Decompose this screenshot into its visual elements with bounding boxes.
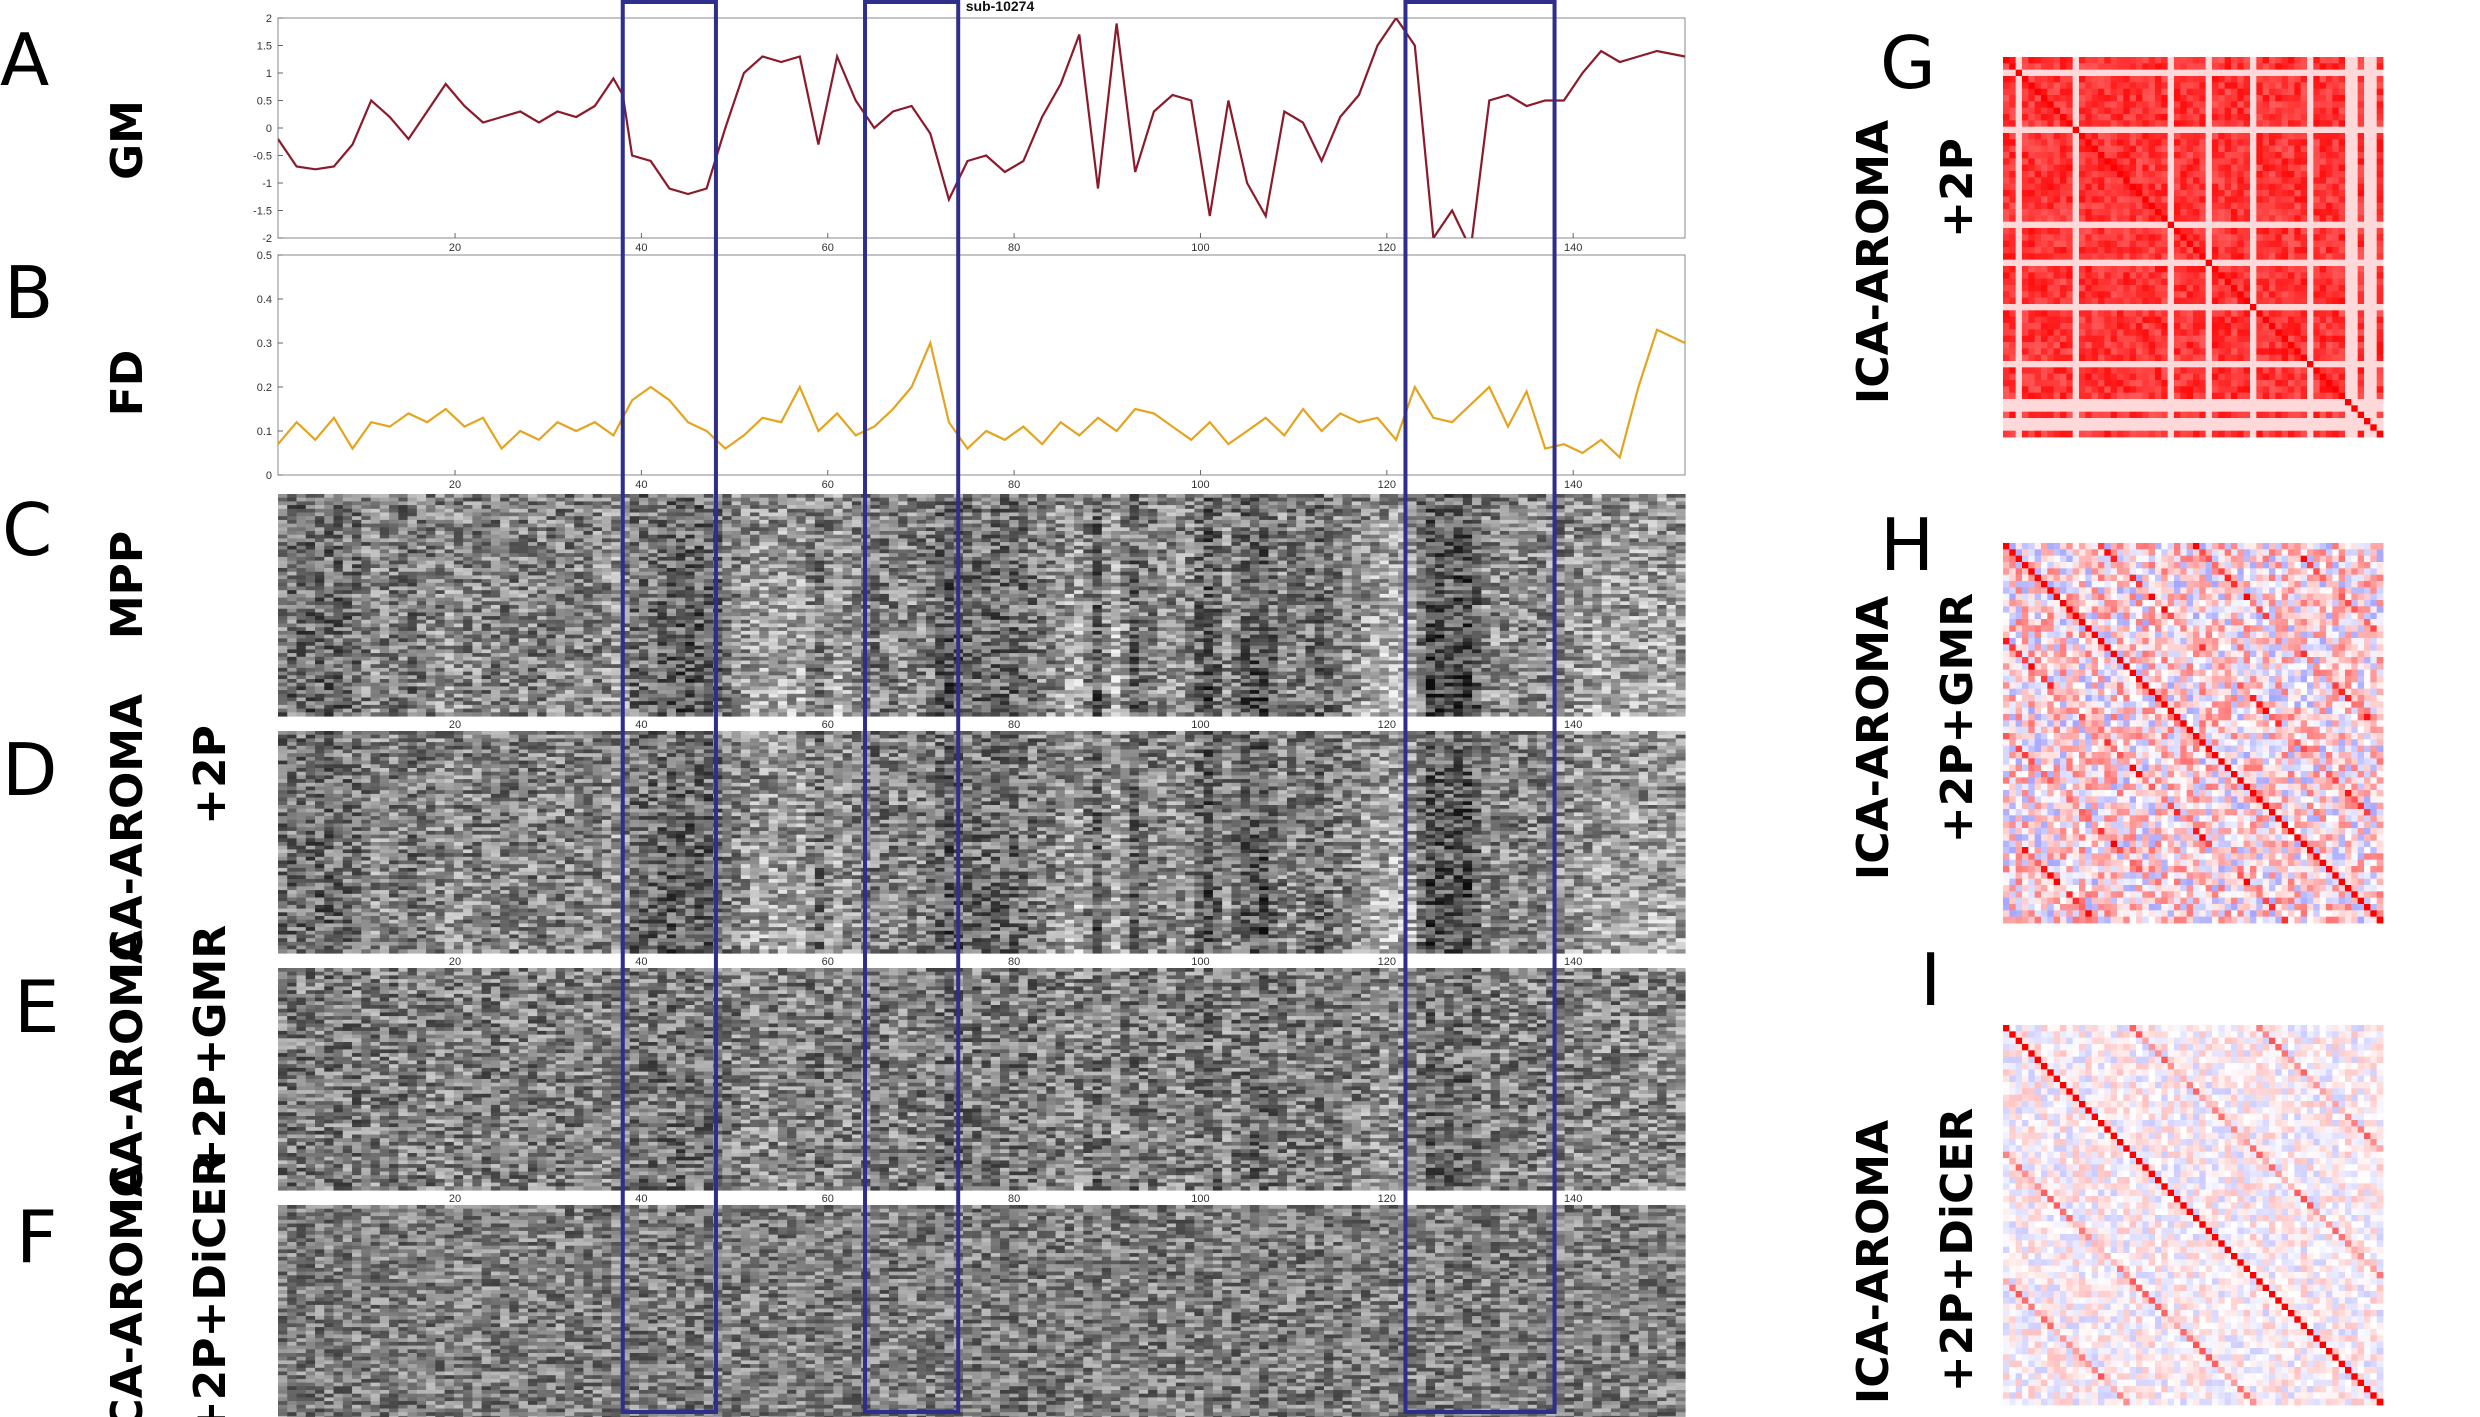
panel-letter-a: A (0, 18, 49, 102)
i-2p-dicer-label: +2P+DiCER (1932, 1108, 1983, 1392)
gm-ytick-label-5: 0.5 (257, 96, 272, 108)
gm-ytick-label-7: 1.5 (257, 41, 272, 53)
panel-letter-i: I (1920, 938, 1941, 1022)
panel-letter-f: F (16, 1195, 57, 1279)
fd-xtick-label-40: 40 (635, 479, 647, 491)
fd-xtick-label-80: 80 (1008, 479, 1020, 491)
gm-ytick-label-2: -1 (262, 178, 272, 190)
carpet-c-xtick-label-60: 60 (822, 719, 834, 731)
fd-xtick-label-140: 140 (1564, 479, 1582, 491)
panel-letter-c: C (2, 488, 52, 572)
gm-xtick-label-120: 120 (1378, 242, 1396, 254)
gm-xtick-label-80: 80 (1008, 242, 1020, 254)
fd-xtick-label-20: 20 (449, 479, 461, 491)
panel-letter-e: E (14, 965, 60, 1049)
subject-title: sub-10274 (966, 0, 1035, 14)
fd-xtick-label-60: 60 (822, 479, 834, 491)
h-2p-gmr-label: +2P+GMR (1932, 593, 1983, 843)
carpet-d-xtick-label-120: 120 (1378, 956, 1396, 968)
carpet-plot-e: 20 40 60 80 100 120 140 (278, 968, 1686, 1205)
carpet-e-xtick-label-100: 100 (1191, 1193, 1209, 1205)
carpet-c-xtick-label-140: 140 (1564, 719, 1582, 731)
fd-ytick-label-4: 0.4 (257, 294, 272, 306)
gm-xtick-label-20: 20 (449, 242, 461, 254)
gm-xtick-label-60: 60 (822, 242, 834, 254)
carpet-e-xtick-label-60: 60 (822, 1193, 834, 1205)
gm-ytick-label-1: -1.5 (253, 206, 272, 218)
carpet-plots: 20 40 60 80 100 120 140 20 40 60 80 100 120 140 20 40 60… (278, 494, 1686, 1417)
fd-plot-frame (278, 255, 1685, 475)
gm-ytick-label-0: -2 (262, 233, 272, 245)
gm-ytick-label-6: 1 (266, 68, 272, 80)
f-aroma-label: ICA-AROMA (102, 1163, 153, 1417)
carpet-c-xtick-label-100: 100 (1191, 719, 1209, 731)
fd-ytick-label-2: 0.2 (257, 382, 272, 394)
carpet-plot-d: 20 40 60 80 100 120 140 (278, 731, 1686, 968)
f-2p-dicer-label: +2P+DiCER (185, 1153, 236, 1417)
fd-label: FD (102, 350, 153, 417)
gm-ytick-label-8: 2 (266, 13, 272, 25)
carpet-e-xtick-label-140: 140 (1564, 1193, 1582, 1205)
panel-letter-h: H (1880, 503, 1934, 587)
g-2p-label: +2P (1932, 138, 1983, 238)
carpet-e-xtick-label-40: 40 (635, 1193, 647, 1205)
fd-line-plot: 20 40 60 80 100 120 140 0 0.1 0.2 0.3 0.4 0.5 (257, 250, 1685, 491)
gm-xtick-label-140: 140 (1564, 242, 1582, 254)
carpet-d-xtick-label-100: 100 (1191, 956, 1209, 968)
fd-xtick-label-120: 120 (1378, 479, 1396, 491)
fd-xtick-label-100: 100 (1191, 479, 1209, 491)
carpet-c-xtick-label-40: 40 (635, 719, 647, 731)
gm-line-plot: 20 40 60 80 100 120 140 -2 -1.5 -1 -0.5 0 0.5 1 1.5 2 (253, 13, 1685, 254)
panel-letter-g: G (1880, 21, 1936, 105)
carpet-c-xtick-label-80: 80 (1008, 719, 1020, 731)
gm-ytick-label-3: -0.5 (253, 151, 272, 163)
carpet-c-xtick-label-20: 20 (449, 719, 461, 731)
carpet-d-xtick-label-140: 140 (1564, 956, 1582, 968)
gm-xtick-label-100: 100 (1191, 242, 1209, 254)
gm-xtick-label-40: 40 (635, 242, 647, 254)
h-aroma-label: ICA-AROMA (1848, 596, 1899, 880)
mpp-label: MPP (102, 531, 153, 639)
fd-ytick-label-0: 0 (266, 470, 272, 482)
panel-letter-b: B (4, 251, 53, 335)
fd-ytick-label-5: 0.5 (257, 250, 272, 262)
d-2p-label: +2P (185, 725, 236, 825)
carpet-d-xtick-label-40: 40 (635, 956, 647, 968)
g-aroma-label: ICA-AROMA (1848, 120, 1899, 404)
carpet-e-xtick-label-80: 80 (1008, 1193, 1020, 1205)
carpet-d-xtick-label-80: 80 (1008, 956, 1020, 968)
carpet-d-xtick-label-20: 20 (449, 956, 461, 968)
carpet-d-xtick-label-60: 60 (822, 956, 834, 968)
panel-letter-d: D (2, 728, 57, 812)
carpet-e-xtick-label-20: 20 (449, 1193, 461, 1205)
i-aroma-label: ICA-AROMA (1848, 1120, 1899, 1404)
carpet-e-xtick-label-120: 120 (1378, 1193, 1396, 1205)
gm-label: GM (102, 100, 153, 180)
carpet-c-xtick-label-120: 120 (1378, 719, 1396, 731)
correlation-matrices (2003, 57, 2383, 1405)
gm-plot-frame (278, 18, 1685, 238)
fd-ytick-label-3: 0.3 (257, 338, 272, 350)
fd-ytick-label-1: 0.1 (257, 426, 272, 438)
correlation-matrix-h (2003, 543, 2383, 923)
e-2p-gmr-label: +2P+GMR (185, 925, 236, 1175)
carpet-plot-c: 20 40 60 80 100 120 140 (278, 494, 1686, 731)
gm-ytick-label-4: 0 (266, 123, 272, 135)
correlation-matrix-g (2003, 57, 2383, 437)
correlation-matrix-i (2003, 1025, 2383, 1405)
